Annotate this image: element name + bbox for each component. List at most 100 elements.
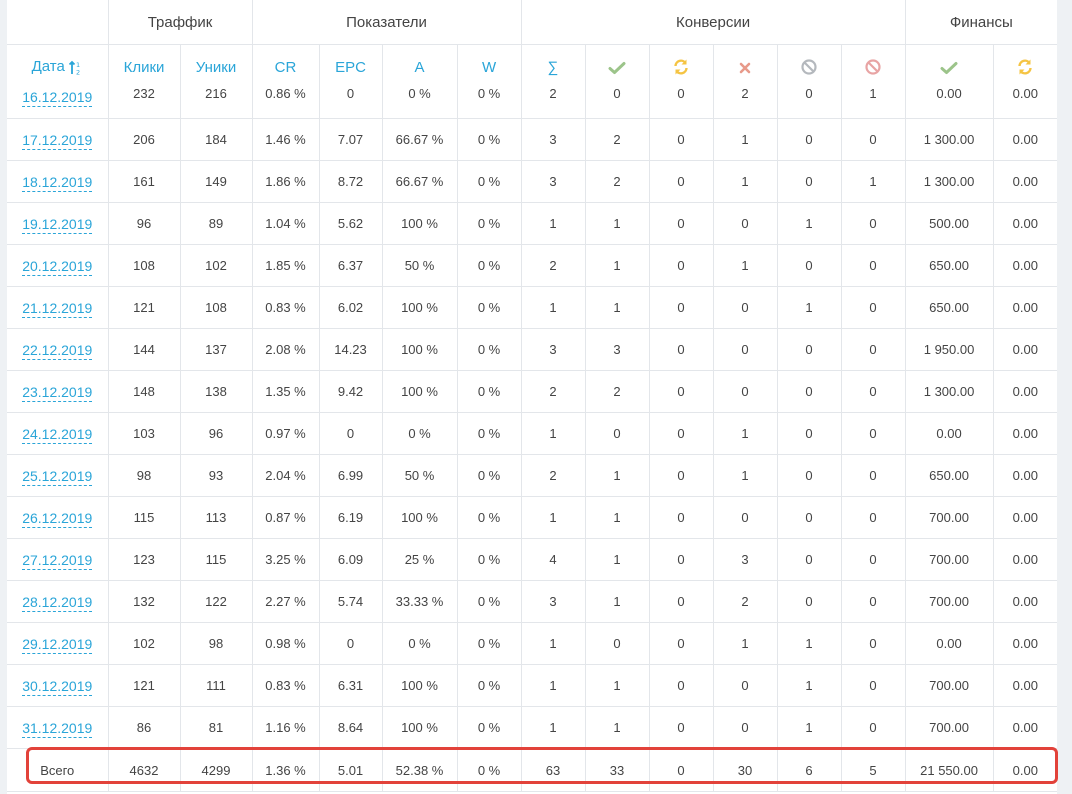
cell-uniques: 137 [180, 328, 253, 371]
col-epc-header[interactable]: EPC [319, 44, 383, 89]
date-link[interactable]: 30.12.2019 [22, 677, 93, 696]
cell-w: 0 % [457, 286, 522, 329]
cell-rejected: 1 [713, 454, 778, 497]
date-link[interactable]: 23.12.2019 [22, 383, 93, 402]
cell-value: 96 [136, 216, 152, 231]
cell-value: 0.00 [1012, 678, 1038, 693]
cell-clicks: 232 [108, 89, 181, 119]
cell-value: 86 [136, 720, 152, 735]
cell-value: 115 [133, 510, 155, 525]
col-pending-header[interactable] [649, 44, 714, 89]
col-hold-header[interactable] [841, 44, 906, 89]
cell-value: 1 [741, 426, 749, 441]
col-date-label: Дата [31, 58, 65, 76]
cell-sum: 1 [521, 622, 586, 665]
date-link[interactable]: 19.12.2019 [22, 215, 93, 234]
cell-epc: 8.72 [319, 160, 383, 203]
cell-value: 0 % [477, 132, 501, 147]
col-finance-pending-header[interactable] [993, 45, 1057, 90]
cell-finance-pending: 0.00 [993, 286, 1058, 329]
cell-sum: 4 [521, 538, 586, 581]
col-rejected-header[interactable] [713, 44, 778, 89]
date-link[interactable]: 17.12.2019 [22, 131, 93, 150]
cell-value: 100 % [401, 300, 438, 315]
date-link[interactable]: 24.12.2019 [22, 425, 93, 444]
date-link[interactable]: 25.12.2019 [22, 467, 93, 486]
cell-value: 0 % [477, 594, 501, 609]
ban-icon [801, 59, 817, 75]
cell-value: 6.37 [337, 258, 364, 273]
cell-finance-approved: 1 950.00 [905, 328, 994, 371]
cell-value: 0.00 [1012, 132, 1038, 147]
cell-a: 50 % [382, 244, 458, 287]
cell-value: 0 [741, 342, 749, 357]
cell-value: 0.86 % [265, 89, 306, 101]
cell-uniques: 216 [180, 89, 253, 119]
cell-value: 0 % [477, 426, 501, 441]
cell-pending: 0 [649, 370, 714, 413]
cell-value: 0 [869, 552, 877, 567]
cell-rejected: 1 [713, 622, 778, 665]
col-w-header[interactable]: W [457, 44, 522, 89]
cell-value: 0 [805, 258, 813, 273]
cell-pending: 0 [649, 664, 714, 707]
date-link[interactable]: 27.12.2019 [22, 551, 93, 570]
cell-epc: 5.62 [319, 202, 383, 245]
cell-value: 115 [205, 552, 227, 567]
cell-value: 1 300.00 [923, 132, 975, 147]
cell-value: 216 [205, 89, 227, 101]
date-link[interactable]: 26.12.2019 [22, 509, 93, 528]
date-link[interactable]: 22.12.2019 [22, 341, 93, 360]
cell-value: 113 [205, 510, 227, 525]
cell-value: 50 % [404, 258, 435, 273]
date-link[interactable]: 20.12.2019 [22, 257, 93, 276]
cell-trash: 0 [777, 538, 842, 581]
cell-approved: 1 [585, 496, 650, 539]
cell-value: 0 % [477, 258, 501, 273]
col-date-header[interactable]: Дата 1 2 [7, 44, 109, 89]
cell-hold: 1 [841, 160, 906, 203]
cell-approved: 1 [585, 538, 650, 581]
cell-value: 0 [805, 342, 813, 357]
cell-value: 102 [205, 258, 227, 273]
col-trash-header[interactable] [777, 44, 842, 89]
cell-value: 14.23 [334, 342, 367, 357]
cell-finance-approved: 1 300.00 [905, 118, 994, 161]
cell-value: 1 [613, 510, 621, 525]
col-approved-header[interactable] [585, 44, 650, 89]
cell-pending: 0 [649, 538, 714, 581]
cell-value: 1 [805, 300, 813, 315]
total-cr: 1.36 % [252, 748, 320, 792]
cell-finance-approved: 700.00 [905, 496, 994, 539]
col-a-header[interactable]: A [382, 44, 458, 89]
date-link[interactable]: 21.12.2019 [22, 299, 93, 318]
col-uniques-header[interactable]: Уники [180, 44, 253, 89]
date-link[interactable]: 29.12.2019 [22, 635, 93, 654]
col-cr-header[interactable]: CR [252, 44, 320, 89]
cell-value: 0 [805, 132, 813, 147]
cell-a: 66.67 % [382, 118, 458, 161]
cell-sum: 1 [521, 664, 586, 707]
col-clicks-header[interactable]: Клики [108, 44, 181, 89]
cell-value: 0 % [477, 720, 501, 735]
cell-cr: 0.97 % [252, 412, 320, 455]
cell-value: 4 [549, 552, 557, 567]
date-link[interactable]: 28.12.2019 [22, 593, 93, 612]
date-link[interactable]: 16.12.2019 [22, 89, 93, 107]
cell-value: 1 [613, 720, 621, 735]
cell-finance-pending: 0.00 [993, 706, 1058, 749]
cell-value: 0 [869, 132, 877, 147]
cell-approved: 0 [585, 412, 650, 455]
cell-value: 0.00 [1012, 510, 1038, 525]
date-link[interactable]: 31.12.2019 [22, 719, 93, 738]
col-sum-header[interactable]: ∑ [521, 44, 586, 89]
cell-value: 0 [869, 216, 877, 231]
cell-value: 0 [677, 174, 685, 189]
col-finance-approved-header[interactable] [905, 44, 994, 89]
cell-finance-approved: 700.00 [905, 538, 994, 581]
cell-value: 0 % [477, 510, 501, 525]
date-link[interactable]: 18.12.2019 [22, 173, 93, 192]
cell-value: 0 [346, 426, 355, 441]
cell-finance-approved: 0.00 [905, 622, 994, 665]
